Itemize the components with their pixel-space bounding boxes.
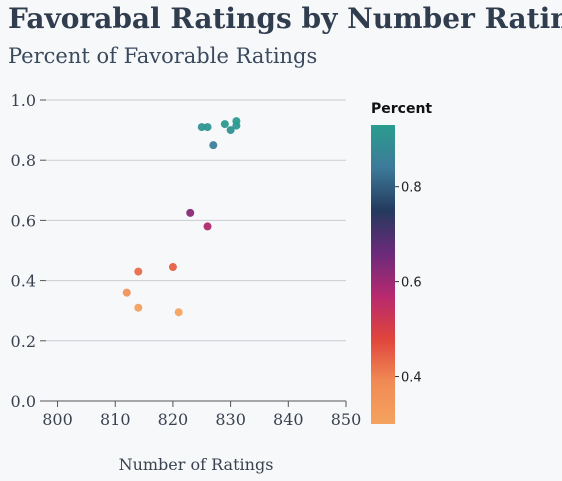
scatter-point	[220, 120, 229, 129]
color-legend: Percent 0.8 0.6 0.4	[371, 101, 432, 424]
scatter-point	[122, 288, 131, 297]
chart-title: Favorabal Ratings by Number Ratings	[8, 2, 562, 35]
scatter-point	[197, 123, 206, 132]
x-axis-title: Number of Ratings	[119, 455, 274, 474]
scatter-point	[168, 263, 177, 272]
y-tick-label: 0.6	[11, 211, 36, 230]
legend-gradient-bar	[371, 125, 395, 424]
x-tick-label: 830	[215, 410, 246, 429]
data-points	[122, 117, 241, 317]
scatter-point	[226, 126, 235, 135]
grid-lines	[46, 99, 346, 342]
scatter-point	[174, 308, 183, 317]
scatter-point	[203, 222, 212, 231]
chart-subtitle: Percent of Favorable Ratings	[8, 44, 318, 68]
y-tick-label: 0.0	[11, 392, 36, 411]
x-tick-label: 800	[42, 410, 73, 429]
y-tick-label: 0.8	[11, 151, 36, 170]
scatter-point	[203, 123, 212, 132]
x-tick-label: 820	[158, 410, 189, 429]
legend-label: 0.4	[401, 371, 422, 386]
scatter-point	[209, 141, 218, 150]
y-tick-label: 1.0	[11, 91, 36, 110]
y-tick-label: 0.4	[11, 272, 36, 291]
axes: 0.0 0.2 0.4 0.6 0.8 1.0 800 810 820 830 840 850	[11, 91, 362, 429]
legend-label: 0.6	[401, 276, 422, 291]
x-tick-label: 840	[273, 410, 304, 429]
x-tick-label: 810	[100, 410, 131, 429]
scatter-point	[134, 267, 143, 276]
scatter-point	[186, 208, 195, 217]
legend-title: Percent	[371, 101, 432, 117]
scatter-point	[134, 303, 143, 312]
scatter-point	[232, 117, 241, 126]
legend-label: 0.8	[401, 181, 422, 196]
y-tick-label: 0.2	[11, 332, 36, 351]
x-tick-label: 850	[331, 410, 362, 429]
